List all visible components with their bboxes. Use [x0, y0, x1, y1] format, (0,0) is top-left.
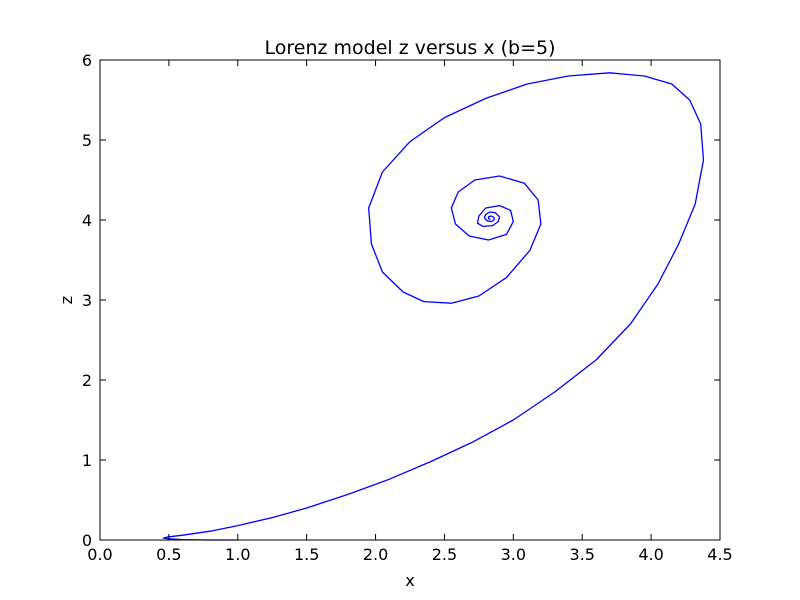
y-axis: 0 1 2 3 4 5 6 [82, 51, 720, 550]
y-tick-label: 5 [82, 131, 92, 150]
x-axis: 0.0 0.5 1.0 1.5 2.0 2.5 3.0 3.5 4.0 4.5 [87, 60, 733, 564]
x-tick-label: 2.5 [432, 545, 457, 564]
y-tick-label: 2 [82, 371, 92, 390]
x-tick-label: 0.0 [87, 545, 112, 564]
y-tick-label: 1 [82, 451, 92, 470]
x-tick-label: 4.5 [707, 545, 732, 564]
y-tick-label: 6 [82, 51, 92, 70]
y-axis-label: z [57, 296, 76, 304]
y-tick-label: 0 [82, 531, 92, 550]
chart-title: Lorenz model z versus x (b=5) [264, 37, 555, 59]
x-tick-label: 3.5 [569, 545, 594, 564]
x-tick-label: 1.0 [225, 545, 250, 564]
y-tick-label: 4 [82, 211, 92, 230]
series-line [162, 72, 705, 541]
y-tick-label: 3 [82, 291, 92, 310]
x-tick-label: 1.5 [294, 545, 319, 564]
x-tick-label: 3.0 [501, 545, 526, 564]
x-tick-label: 2.0 [363, 545, 388, 564]
x-axis-label: x [405, 571, 414, 590]
x-tick-label: 0.5 [156, 545, 181, 564]
x-tick-label: 4.0 [638, 545, 663, 564]
